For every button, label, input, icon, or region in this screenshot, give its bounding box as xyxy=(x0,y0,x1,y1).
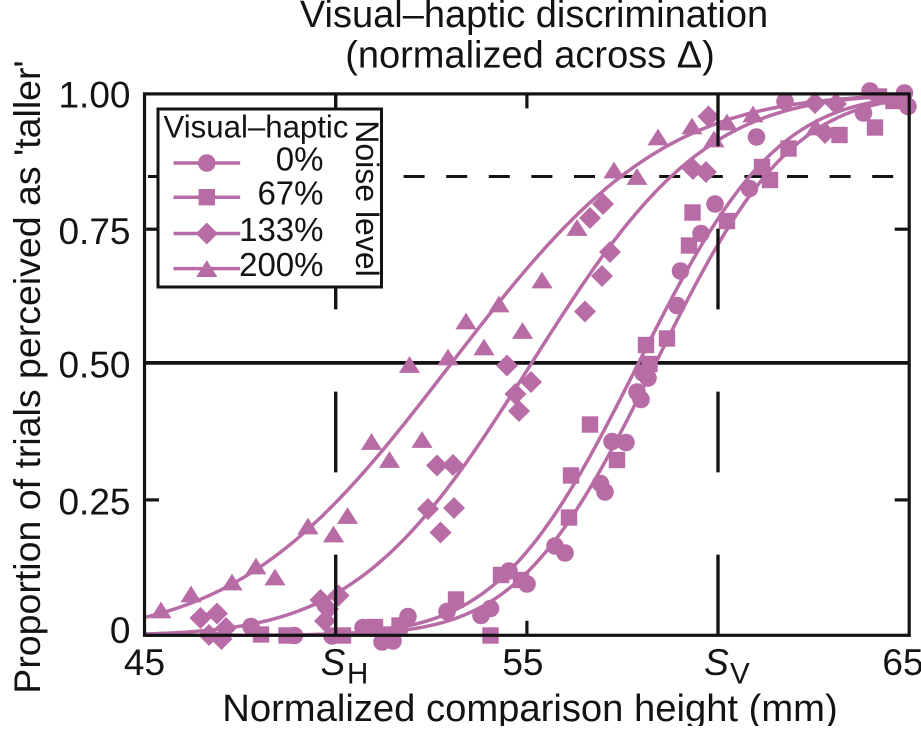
svg-text:0%: 0% xyxy=(276,140,324,177)
svg-text:Proportion of trials perceived: Proportion of trials perceived as 'talle… xyxy=(6,60,48,693)
svg-text:H: H xyxy=(347,658,368,691)
svg-text:Noise level: Noise level xyxy=(349,120,385,277)
svg-text:55: 55 xyxy=(502,642,543,683)
svg-text:Normalized comparison height (: Normalized comparison height (mm) xyxy=(222,687,837,726)
svg-text:0.75: 0.75 xyxy=(58,211,130,252)
svg-text:65: 65 xyxy=(882,642,921,683)
svg-text:Visual–haptic discrimination: Visual–haptic discrimination xyxy=(300,0,768,36)
svg-text:(normalized across Δ): (normalized across Δ) xyxy=(345,35,715,77)
svg-text:Visual–haptic: Visual–haptic xyxy=(164,110,349,145)
svg-text:S: S xyxy=(704,642,729,683)
svg-text:S: S xyxy=(321,642,346,683)
svg-text:0.50: 0.50 xyxy=(58,344,130,385)
svg-text:0.25: 0.25 xyxy=(58,481,130,522)
svg-text:133%: 133% xyxy=(239,211,323,248)
svg-text:200%: 200% xyxy=(239,246,323,283)
svg-text:45: 45 xyxy=(124,642,165,683)
svg-text:0: 0 xyxy=(110,610,131,651)
svg-text:67%: 67% xyxy=(257,175,323,212)
svg-text:1.00: 1.00 xyxy=(58,74,130,115)
svg-text:V: V xyxy=(730,658,750,691)
